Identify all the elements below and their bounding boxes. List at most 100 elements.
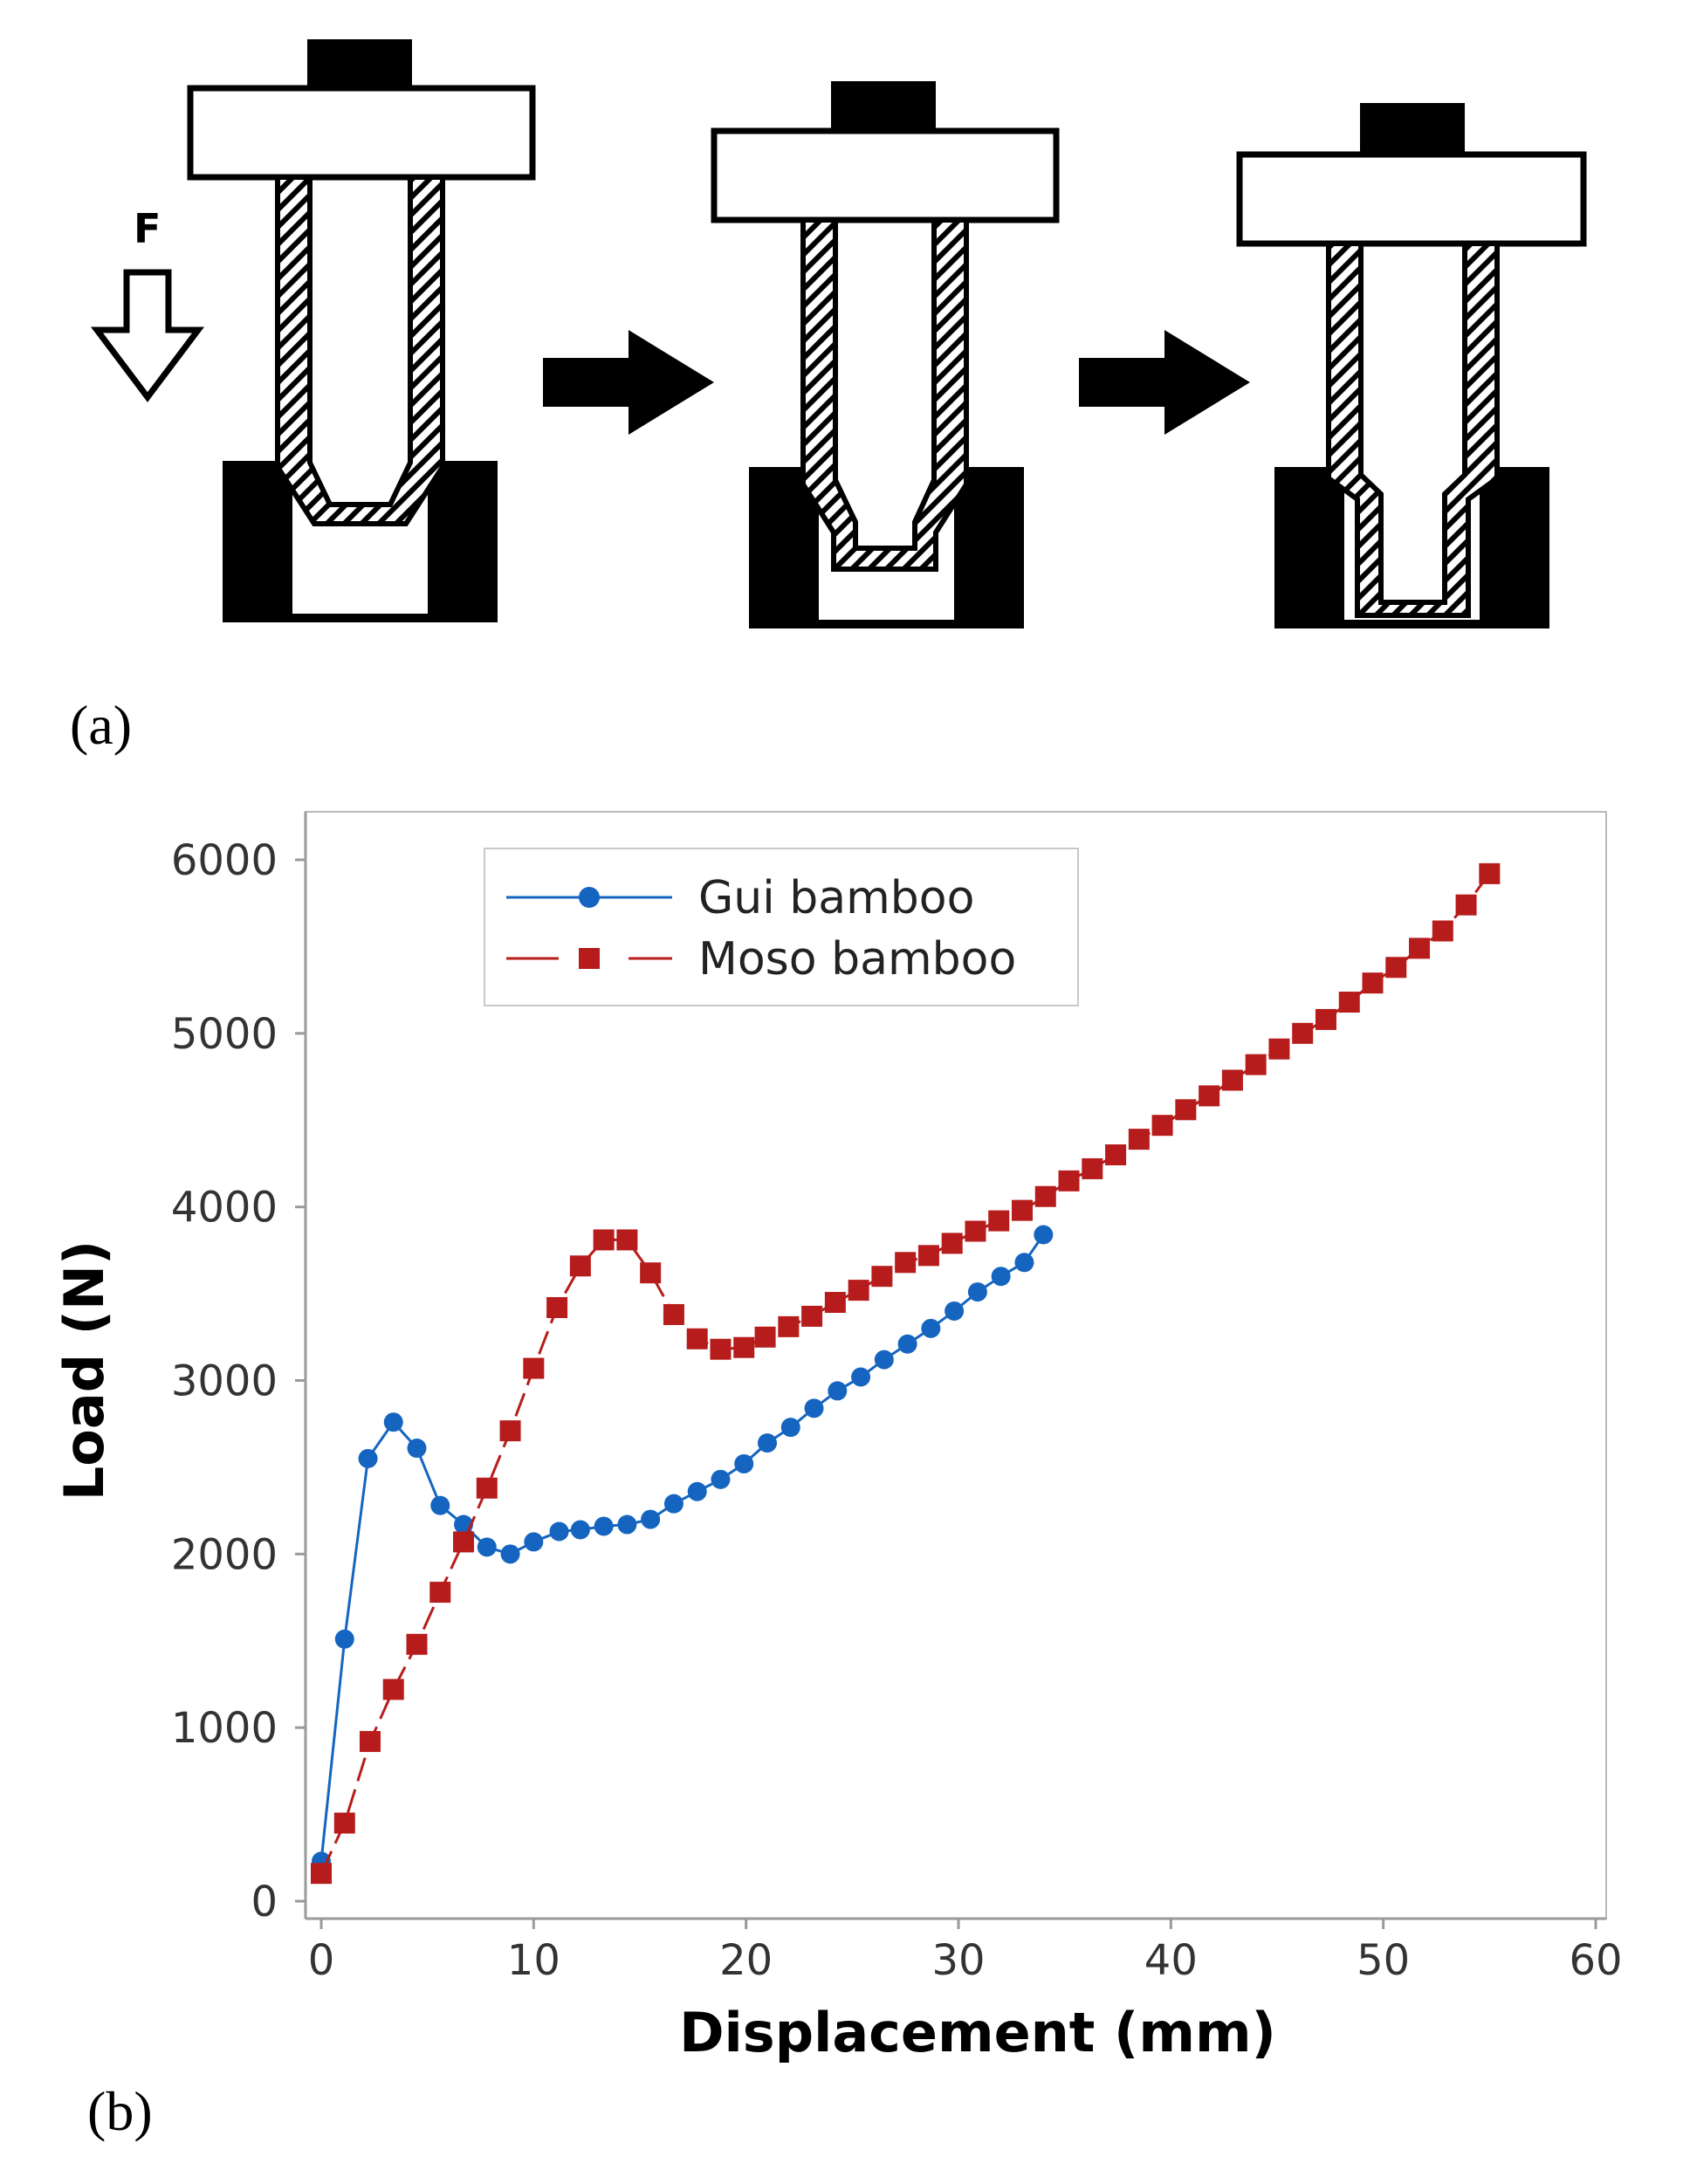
data-point <box>430 1495 450 1515</box>
data-point <box>499 1420 521 1442</box>
data-point <box>988 1210 1010 1232</box>
data-point <box>334 1629 354 1649</box>
data-point <box>687 1481 707 1501</box>
punch-head <box>831 81 936 132</box>
data-point <box>358 1448 378 1468</box>
data-point <box>570 1520 590 1540</box>
data-point <box>1455 894 1477 916</box>
data-point <box>824 1292 846 1314</box>
data-point <box>1315 1008 1336 1030</box>
panel-a-label: (a) <box>70 694 132 756</box>
data-point <box>406 1633 428 1655</box>
data-point <box>663 1303 684 1325</box>
data-point <box>851 1367 871 1387</box>
data-point <box>1012 1199 1033 1221</box>
punch-head <box>1360 103 1465 155</box>
data-point <box>1082 1157 1103 1179</box>
data-point <box>1175 1099 1197 1121</box>
x-ticks: 0 10 20 30 40 50 60 <box>308 1919 1623 1985</box>
data-point <box>523 1357 545 1379</box>
y-tick-label: 6000 <box>171 836 278 885</box>
data-point <box>895 1252 917 1274</box>
data-point <box>546 1296 568 1318</box>
bamboo-tube <box>1326 241 1500 618</box>
legend-label-gui: Gui bamboo <box>698 872 974 924</box>
y-ticks: 0 1000 2000 3000 4000 5000 6000 <box>171 836 306 1926</box>
data-point <box>965 1220 986 1242</box>
data-point <box>524 1532 544 1552</box>
panel-a-schematic: F (a) <box>70 39 1587 756</box>
data-point <box>1292 1022 1314 1044</box>
data-point <box>734 1453 754 1473</box>
data-point <box>569 1255 591 1277</box>
legend-label-moso: Moso bamboo <box>698 933 1016 986</box>
data-point <box>1338 992 1360 1013</box>
data-point <box>710 1338 732 1360</box>
legend: Gui bamboo Moso bamboo <box>484 848 1079 1006</box>
x-tick-label: 40 <box>1144 1936 1198 1985</box>
y-tick-label: 0 <box>251 1878 278 1926</box>
data-point <box>640 1262 662 1284</box>
data-point <box>945 1301 965 1321</box>
data-point <box>549 1521 569 1542</box>
x-tick-label: 50 <box>1357 1936 1410 1985</box>
data-point <box>897 1334 917 1354</box>
data-point <box>476 1477 498 1499</box>
data-point <box>828 1381 848 1401</box>
bamboo-tube <box>800 217 969 572</box>
data-point <box>780 1418 800 1438</box>
data-point <box>407 1439 427 1459</box>
data-point <box>1034 1185 1056 1207</box>
force-arrow-icon <box>90 269 205 402</box>
process-arrow-icon <box>543 330 714 435</box>
data-point <box>311 1863 332 1885</box>
data-point <box>1221 1069 1243 1091</box>
legend-box <box>484 848 1079 1006</box>
series-gui <box>312 1225 1054 1872</box>
bamboo-tube <box>275 175 445 526</box>
legend-item-moso: Moso bamboo <box>506 933 1016 986</box>
data-point <box>1151 1115 1173 1137</box>
data-point <box>1128 1129 1150 1150</box>
data-point <box>711 1469 731 1489</box>
panel-b-label: (b) <box>87 2080 153 2142</box>
data-point <box>1245 1054 1267 1075</box>
data-point <box>754 1326 776 1348</box>
data-point <box>1479 862 1501 884</box>
data-point <box>871 1266 893 1288</box>
data-point <box>758 1433 777 1453</box>
data-point <box>1014 1253 1034 1273</box>
data-point <box>663 1494 684 1514</box>
data-point <box>1385 957 1407 979</box>
panel-b-chart: 0 10 20 30 40 50 60 0100020003000400050006000 … <box>52 811 1623 2142</box>
data-point <box>617 1514 637 1535</box>
x-tick-label: 0 <box>308 1936 335 1985</box>
schematic-stage-3 <box>1236 103 1587 628</box>
data-point <box>967 1282 987 1302</box>
process-arrow-icon <box>1079 330 1250 435</box>
data-point <box>1268 1038 1290 1060</box>
x-tick-label: 30 <box>931 1936 985 1985</box>
schematic-stage-1 <box>187 39 536 622</box>
legend-item-gui: Gui bamboo <box>506 872 974 924</box>
data-point <box>941 1233 963 1254</box>
data-point <box>921 1318 941 1338</box>
x-axis-title: Displacement (mm) <box>679 2001 1276 2064</box>
data-point <box>333 1812 355 1834</box>
y-tick-label: 4000 <box>171 1184 278 1233</box>
series-moso <box>311 862 1501 1885</box>
data-point <box>429 1582 451 1604</box>
data-point <box>1199 1085 1220 1107</box>
data-point <box>778 1315 800 1337</box>
data-point <box>1034 1225 1054 1245</box>
series-layer <box>311 862 1501 1885</box>
data-point <box>733 1336 755 1358</box>
data-point <box>593 1229 615 1251</box>
y-tick-label: 1000 <box>171 1704 278 1753</box>
upper-platen <box>711 127 1060 223</box>
x-tick-label: 20 <box>719 1936 773 1985</box>
data-point <box>917 1245 939 1267</box>
data-point <box>500 1544 520 1564</box>
force-label: F <box>134 205 161 252</box>
